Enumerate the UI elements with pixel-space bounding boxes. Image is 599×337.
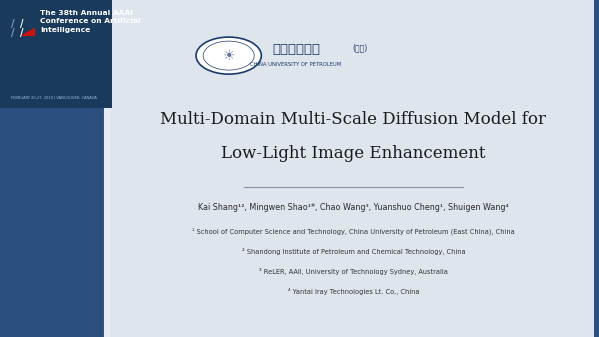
Text: (华东): (华东) — [352, 43, 368, 52]
Text: /
/: / / — [20, 20, 23, 38]
Text: ² Shandong Institute of Petroleum and Chemical Technology, China: ² Shandong Institute of Petroleum and Ch… — [241, 248, 465, 254]
Text: 中国石油大学: 中国石油大学 — [272, 43, 320, 56]
Text: Low-Light Image Enhancement: Low-Light Image Enhancement — [221, 145, 486, 162]
Text: Multi-Domain Multi-Scale Diffusion Model for: Multi-Domain Multi-Scale Diffusion Model… — [161, 111, 546, 128]
FancyBboxPatch shape — [110, 0, 594, 337]
Text: ³ ReLER, AAII, University of Technology Sydney, Australia: ³ ReLER, AAII, University of Technology … — [259, 268, 448, 275]
Circle shape — [196, 37, 261, 74]
Text: CHINA UNIVERSITY OF PETROLEUM: CHINA UNIVERSITY OF PETROLEUM — [250, 62, 341, 67]
FancyBboxPatch shape — [0, 0, 111, 108]
Text: /
/: / / — [11, 20, 14, 38]
Polygon shape — [23, 29, 35, 35]
Text: The 38th Annual AAAI
Conference on Artificial
Intelligence: The 38th Annual AAAI Conference on Artif… — [40, 10, 141, 33]
Text: ⁴ Yantai Iray Technologies Lt. Co., China: ⁴ Yantai Iray Technologies Lt. Co., Chin… — [288, 288, 419, 295]
Text: ☀: ☀ — [222, 49, 235, 63]
Text: Kai Shang¹², Mingwen Shao¹*, Chao Wang³, Yuanshuo Cheng¹, Shuigen Wang⁴: Kai Shang¹², Mingwen Shao¹*, Chao Wang³,… — [198, 203, 509, 212]
FancyBboxPatch shape — [104, 0, 599, 337]
Text: ¹ School of Computer Science and Technology, China University of Petroleum (East: ¹ School of Computer Science and Technol… — [192, 227, 515, 235]
Text: FEBRUARY 20-27, 2024 | VANCOUVER, CANADA: FEBRUARY 20-27, 2024 | VANCOUVER, CANADA — [11, 95, 96, 99]
